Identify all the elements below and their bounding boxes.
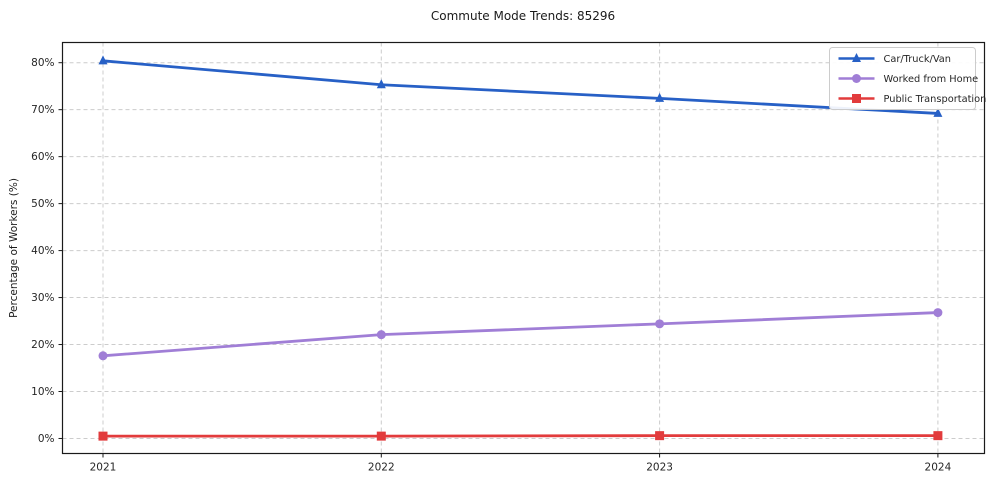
data-point-square (852, 94, 861, 103)
series-line-worked-from-home (101, 311, 940, 358)
data-point-triangle (655, 92, 665, 102)
legend-item-label: Public Transportation (884, 94, 987, 105)
data-point-square (98, 431, 108, 441)
data-point-circle (933, 308, 943, 318)
data-point-triangle (852, 53, 861, 62)
y-tick-label: 0% (38, 433, 55, 445)
data-point-circle (852, 74, 861, 83)
data-point-circle (376, 330, 386, 340)
legend-item-label: Car/Truck/Van (884, 54, 951, 65)
legend (829, 47, 976, 110)
data-point-triangle (376, 79, 386, 89)
y-tick-label: 50% (31, 198, 54, 210)
data-point-square (933, 431, 943, 441)
legend-item-label: Worked from Home (884, 74, 979, 85)
x-tick-label: 2021 (90, 462, 117, 474)
data-point-circle (98, 351, 108, 361)
y-tick-label: 40% (31, 245, 54, 257)
chart-title: Commute Mode Trends: 85296 (430, 9, 616, 23)
x-tick-label: 2022 (368, 462, 395, 474)
data-point-square (655, 431, 665, 441)
x-tick-label: 2024 (925, 462, 952, 474)
data-point-square (376, 431, 386, 441)
y-tick-label: 80% (31, 57, 54, 69)
y-tick-label: 60% (31, 151, 54, 163)
x-tick-label: 2023 (646, 462, 673, 474)
y-tick-label: 20% (31, 339, 54, 351)
data-point-circle (655, 319, 665, 329)
y-tick-label: 70% (31, 104, 54, 116)
data-point-triangle (933, 107, 943, 117)
y-tick-label: 30% (31, 292, 54, 304)
plot-border (61, 41, 986, 455)
series-line-car-truck-van (101, 59, 940, 115)
y-tick-label: 10% (31, 386, 54, 398)
data-point-triangle (98, 55, 108, 65)
